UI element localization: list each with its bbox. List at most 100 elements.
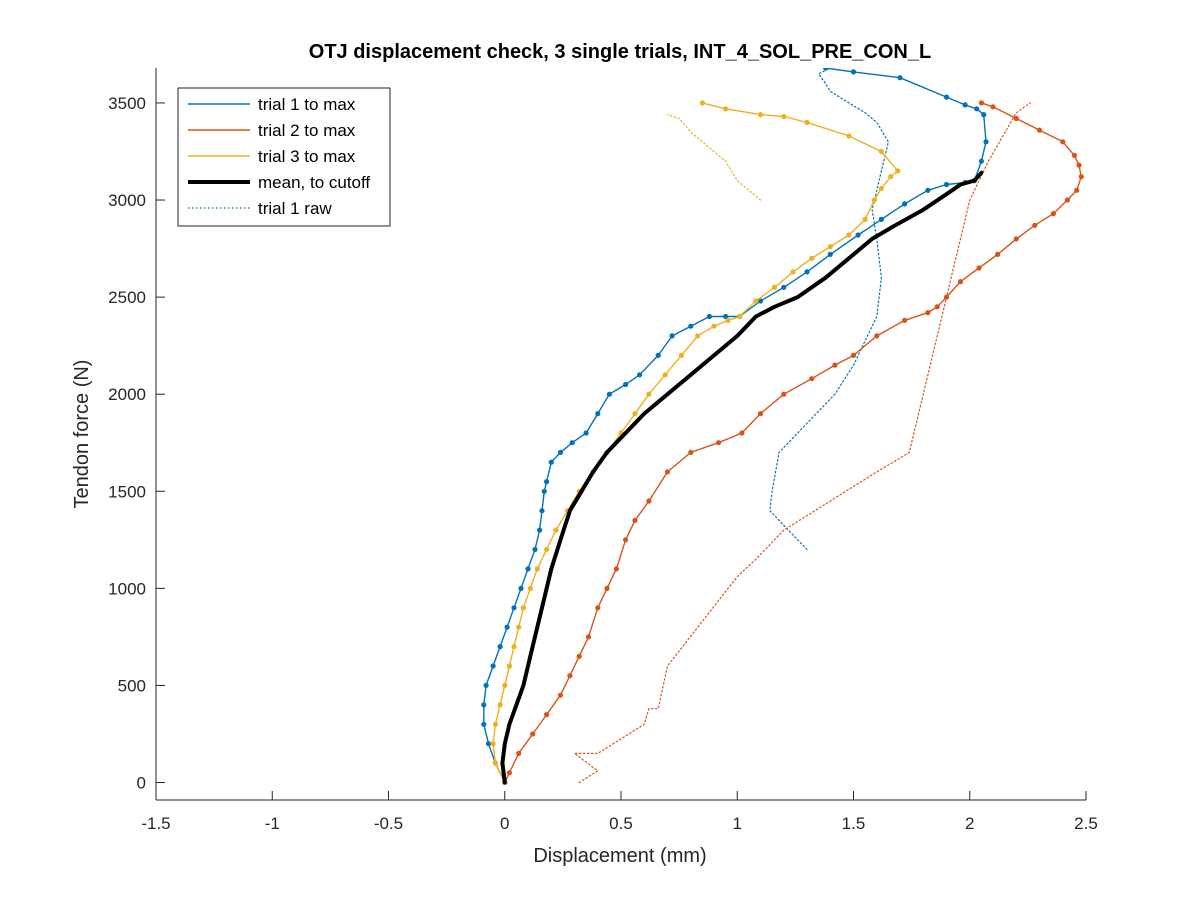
data-point [537,527,543,533]
data-point [497,644,503,650]
data-point [781,113,787,120]
data-point [506,663,512,669]
data-point [706,313,713,320]
data-point [664,469,671,475]
data-point [502,682,508,689]
x-tick-label: -1.5 [141,814,170,833]
data-point [485,741,492,747]
data-point [699,100,706,106]
data-point [850,352,857,358]
data-point [511,644,517,650]
data-point [827,251,833,257]
data-point [943,94,950,100]
data-point [874,333,880,339]
data-point [1074,187,1080,193]
data-point [481,702,487,708]
data-point [518,585,524,592]
data-point [862,216,868,222]
data-point [1036,127,1043,133]
series-trial-2-to-max [502,100,1084,786]
y-tick-label: 2000 [108,385,146,404]
data-point [1032,222,1038,228]
data-point [878,216,885,222]
data-point [490,741,496,747]
series-line [666,113,762,201]
data-point [804,119,810,125]
legend-box [177,87,391,227]
data-point [895,168,901,174]
data-point [878,148,885,155]
data-point [497,702,503,708]
data-point [804,269,810,275]
data-point [548,459,554,465]
data-point [511,605,517,611]
series-mean-to-cutoff [500,170,984,785]
data-point [716,440,722,446]
data-point [553,527,559,533]
data-point [974,106,980,112]
data-point [739,430,745,436]
data-point [902,317,908,323]
legend-entry: trial 1 raw [188,199,332,218]
data-point [888,174,894,180]
x-tick-label: 1.5 [842,814,866,833]
data-point [723,313,729,320]
data-point [711,323,717,329]
legend-entry: mean, to cutoff [188,173,370,192]
data-point [583,430,589,436]
legend-label: mean, to cutoff [258,173,370,192]
data-point [832,362,838,368]
data-point [506,770,512,776]
legend-entry: trial 1 to max [188,95,356,114]
data-point [567,673,573,679]
data-point [632,411,638,417]
data-point [595,411,601,417]
data-point [585,634,592,640]
data-point [490,663,496,669]
data-point [962,102,968,108]
data-point [481,721,487,727]
data-point [688,323,694,329]
data-point [544,546,550,553]
data-point [771,284,778,290]
data-point [781,284,787,290]
series-raw-6 [666,113,762,201]
data-point [1064,197,1070,203]
data-point [632,517,638,524]
data-point [902,201,908,207]
data-point [978,100,985,106]
data-point [483,682,489,689]
legend-label: trial 1 to max [258,95,356,114]
data-point [757,112,764,118]
data-point [557,692,564,698]
data-point [544,712,550,718]
data-point [871,197,878,203]
series-trial-1-raw [769,68,890,551]
data-point [637,372,643,378]
y-tick-label: 3500 [108,94,146,113]
data-point [934,304,940,310]
x-tick-label: 2.5 [1074,814,1098,833]
data-point [604,585,610,592]
legend-entry: trial 2 to max [188,121,356,140]
y-tick-label: 0 [137,774,146,793]
x-tick-label: -1 [265,814,280,833]
x-tick-label: -0.5 [374,814,403,833]
data-point [516,624,522,630]
x-tick-label: 0.5 [609,814,633,833]
data-point [978,158,985,164]
series-layer [481,68,1084,786]
y-tick-label: 1500 [108,482,146,501]
chart-title: OTJ displacement check, 3 single trials,… [309,41,931,63]
legend: trial 1 to max trial 2 to max trial 3 to m… [177,87,391,227]
data-point [534,566,540,572]
data-point [1076,162,1082,168]
data-point [520,605,527,611]
data-point [725,317,731,323]
series-line [769,68,890,551]
data-point [809,376,815,382]
data-point [557,449,564,455]
legend-label: trial 1 raw [258,199,332,218]
data-point [492,721,498,727]
